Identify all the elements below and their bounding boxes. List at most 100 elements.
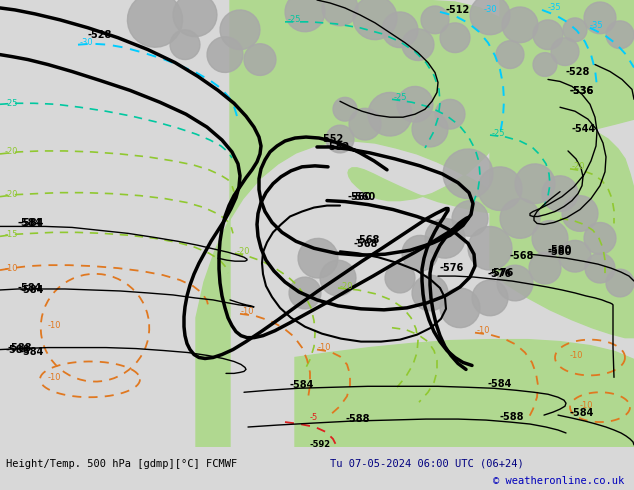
Text: -560: -560	[348, 192, 372, 201]
Polygon shape	[563, 18, 587, 42]
Text: -584: -584	[20, 219, 44, 228]
Polygon shape	[562, 196, 598, 231]
Polygon shape	[298, 238, 338, 278]
Polygon shape	[440, 288, 480, 328]
Polygon shape	[502, 7, 538, 43]
Polygon shape	[173, 0, 217, 37]
Text: -25: -25	[5, 99, 18, 108]
Text: -10: -10	[48, 321, 61, 330]
Polygon shape	[584, 222, 616, 254]
Polygon shape	[368, 93, 412, 136]
Polygon shape	[440, 23, 470, 52]
Polygon shape	[472, 280, 508, 316]
Text: -588: -588	[8, 343, 32, 353]
Polygon shape	[397, 86, 433, 122]
Polygon shape	[196, 0, 530, 447]
Text: -528: -528	[565, 67, 590, 76]
Polygon shape	[529, 252, 561, 284]
Polygon shape	[452, 200, 488, 236]
Text: -10: -10	[5, 264, 18, 272]
Polygon shape	[412, 111, 448, 147]
Text: -588: -588	[346, 414, 370, 424]
Text: -584: -584	[290, 380, 314, 391]
Text: -512: -512	[445, 5, 469, 15]
Polygon shape	[295, 340, 634, 447]
Text: -588: -588	[6, 344, 30, 355]
Text: -5: -5	[310, 413, 318, 421]
Polygon shape	[443, 149, 493, 198]
Text: -584: -584	[18, 219, 42, 228]
Text: -576: -576	[490, 268, 514, 278]
Polygon shape	[349, 108, 381, 140]
Polygon shape	[468, 226, 512, 270]
Text: -20: -20	[237, 247, 250, 256]
Polygon shape	[385, 263, 415, 293]
Text: -25: -25	[394, 93, 408, 102]
Polygon shape	[470, 0, 510, 35]
Polygon shape	[584, 2, 616, 34]
Text: -584: -584	[570, 408, 595, 418]
Text: -544: -544	[572, 124, 596, 134]
Polygon shape	[606, 269, 634, 297]
Polygon shape	[533, 52, 557, 76]
Text: -580: -580	[548, 245, 573, 255]
Text: -584: -584	[488, 379, 512, 390]
Text: -568: -568	[355, 235, 379, 245]
Text: -528: -528	[88, 30, 112, 40]
Polygon shape	[207, 37, 243, 73]
Text: -20: -20	[572, 162, 586, 171]
Text: -25: -25	[492, 128, 505, 138]
Text: -10: -10	[580, 401, 593, 410]
Text: -588: -588	[500, 412, 524, 422]
Text: -20: -20	[340, 281, 354, 291]
Text: -576: -576	[440, 263, 464, 273]
Text: -580: -580	[548, 247, 573, 257]
Polygon shape	[551, 38, 579, 66]
Polygon shape	[353, 0, 397, 40]
Text: -536: -536	[570, 86, 594, 97]
Text: -20: -20	[5, 147, 18, 156]
Text: -568: -568	[510, 251, 534, 261]
Text: -536: -536	[570, 86, 594, 97]
Text: -25: -25	[288, 15, 302, 24]
Polygon shape	[532, 220, 568, 256]
Polygon shape	[533, 20, 563, 49]
Text: Height/Temp. 500 hPa [gdmp][°C] FCMWF: Height/Temp. 500 hPa [gdmp][°C] FCMWF	[6, 459, 238, 469]
Text: © weatheronline.co.uk: © weatheronline.co.uk	[493, 476, 624, 486]
Polygon shape	[412, 275, 448, 311]
Polygon shape	[333, 98, 357, 121]
Polygon shape	[585, 253, 615, 283]
Polygon shape	[515, 164, 555, 203]
Polygon shape	[497, 265, 533, 301]
Polygon shape	[421, 6, 449, 34]
Text: -10: -10	[48, 373, 61, 382]
Text: -30: -30	[484, 5, 498, 14]
Polygon shape	[220, 10, 260, 49]
Text: -584: -584	[20, 285, 44, 295]
Polygon shape	[402, 235, 438, 271]
Text: -560: -560	[352, 192, 376, 201]
Polygon shape	[435, 99, 465, 129]
Polygon shape	[289, 277, 321, 309]
Polygon shape	[500, 198, 540, 238]
Polygon shape	[500, 0, 634, 137]
Text: -576: -576	[488, 269, 512, 279]
Text: Tu 07-05-2024 06:00 UTC (06+24): Tu 07-05-2024 06:00 UTC (06+24)	[330, 459, 524, 469]
Text: -584: -584	[20, 346, 44, 357]
Polygon shape	[496, 41, 524, 69]
Polygon shape	[606, 21, 634, 49]
Polygon shape	[402, 29, 434, 61]
Text: -20: -20	[5, 190, 18, 199]
Text: -584: -584	[18, 283, 42, 293]
Text: -552: -552	[325, 142, 349, 152]
Text: -35: -35	[548, 3, 562, 12]
Text: -35: -35	[590, 22, 604, 30]
Polygon shape	[322, 0, 358, 26]
Text: -30: -30	[80, 38, 94, 47]
Polygon shape	[490, 117, 634, 338]
Text: -15: -15	[5, 230, 18, 239]
Polygon shape	[382, 12, 418, 48]
Polygon shape	[320, 260, 356, 296]
Polygon shape	[127, 0, 183, 48]
Polygon shape	[559, 241, 591, 272]
